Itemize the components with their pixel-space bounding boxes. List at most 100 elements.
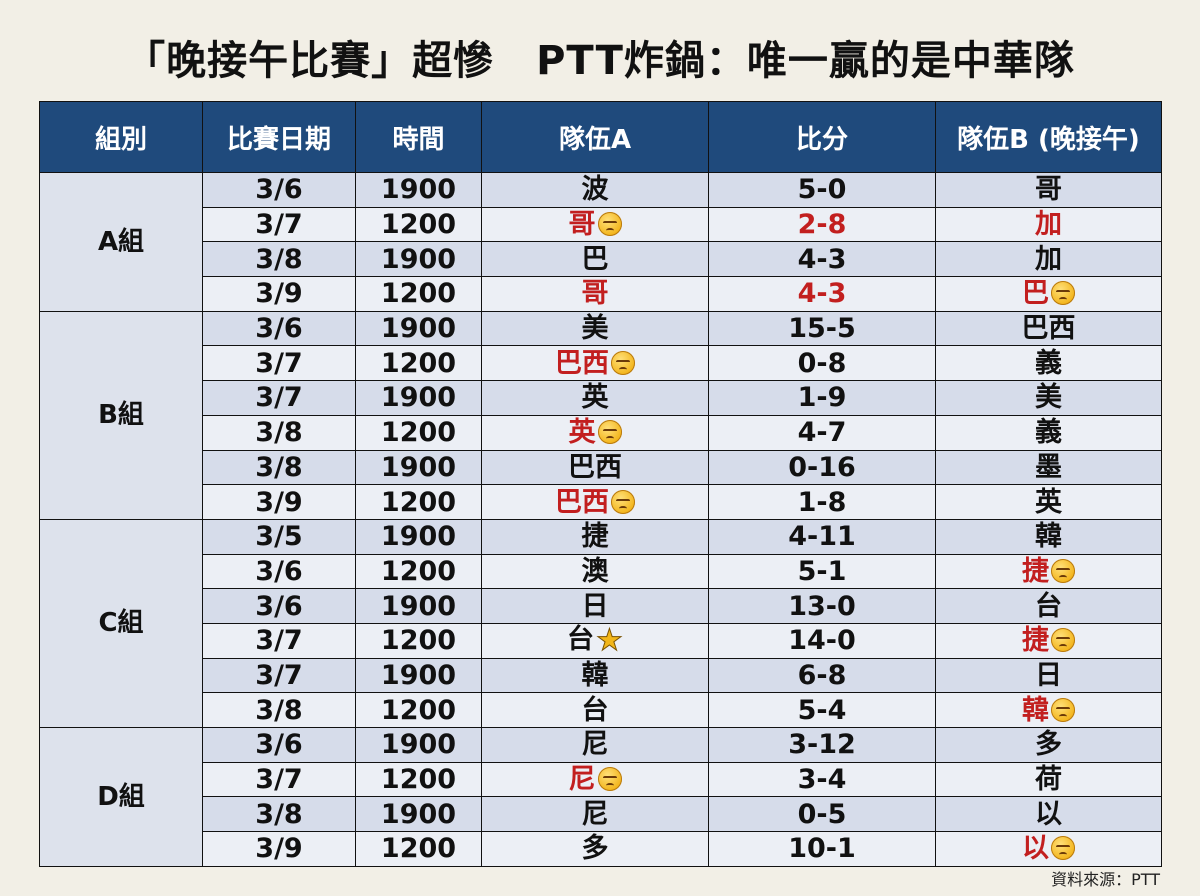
time-cell: 1200: [355, 622, 482, 659]
team-a-name: 台: [567, 623, 595, 655]
team-b-cell: 巴: [935, 276, 1162, 312]
title-left: 「晚接午比賽」超慘: [125, 38, 495, 84]
team-a-cell: 澳: [481, 553, 709, 590]
team-a-name: 英: [581, 382, 609, 414]
title-right: PTT炸鍋：唯一贏的是中華隊: [536, 38, 1075, 84]
sad-face-icon: [1051, 697, 1075, 722]
team-a-cell: 尼: [481, 727, 709, 763]
time-cell: 1200: [355, 206, 482, 243]
team-b-cell: 以: [935, 796, 1162, 833]
team-b-name: 美: [1035, 382, 1062, 414]
score-cell: 0-16: [708, 449, 936, 486]
table-row: 3/7 1200 巴西 0-8 義: [40, 345, 1162, 382]
sad-face-icon: [1051, 281, 1075, 306]
team-a-name: 美: [581, 313, 609, 345]
team-b-name: 巴: [1022, 278, 1049, 310]
time-cell: 1900: [355, 727, 482, 763]
score-cell: 10-1: [708, 831, 936, 867]
team-b-name: 捷: [1022, 625, 1049, 657]
header-team-a: 隊伍A: [481, 101, 709, 173]
team-b-name: 捷: [1022, 555, 1049, 587]
star-icon: ★: [596, 622, 624, 658]
team-b-name: 義: [1035, 347, 1062, 379]
team-a-cell: 巴西: [481, 484, 709, 520]
team-b-cell: 韓: [935, 518, 1162, 555]
time-cell: 1900: [355, 588, 482, 624]
team-a-cell: 巴: [481, 241, 709, 278]
team-a-cell: 巴西: [481, 449, 709, 486]
date-cell: 3/9: [202, 831, 356, 867]
group-label-a: A組: [39, 172, 203, 312]
score-cell: 13-0: [708, 588, 936, 624]
date-cell: 3/8: [202, 692, 356, 728]
team-b-cell: 以: [935, 831, 1162, 867]
team-a-name: 多: [581, 833, 609, 865]
team-a-name: 巴: [581, 243, 609, 275]
team-a-cell: 哥: [481, 206, 709, 243]
team-a-name: 台: [581, 694, 609, 726]
score-cell: 4-3: [708, 276, 936, 312]
sad-face-icon: [1051, 836, 1075, 861]
time-cell: 1200: [355, 831, 482, 867]
time-cell: 1200: [355, 345, 482, 382]
date-cell: 3/6: [202, 553, 356, 590]
date-cell: 3/6: [202, 172, 356, 208]
team-a-cell: 多: [481, 831, 709, 867]
team-b-cell: 捷: [935, 622, 1162, 659]
score-cell: 4-11: [708, 518, 936, 555]
table-row: 3/8 1900 巴 4-3 加: [40, 241, 1162, 278]
sad-face-icon: [611, 350, 635, 375]
date-cell: 3/7: [202, 345, 356, 382]
team-a-name: 巴西: [555, 347, 609, 379]
time-cell: 1200: [355, 692, 482, 728]
team-a-name: 澳: [581, 555, 609, 587]
time-cell: 1200: [355, 484, 482, 520]
table-row: 3/8 1900 尼 0-5 以: [40, 796, 1162, 833]
team-a-name: 哥: [581, 278, 609, 310]
team-b-cell: 義: [935, 414, 1162, 451]
date-cell: 3/7: [202, 380, 356, 416]
sad-face-icon: [597, 420, 622, 445]
table-row: 3/8 1900 巴西 0-16 墨: [40, 449, 1162, 486]
date-cell: 3/6: [202, 588, 356, 624]
header-date: 比賽日期: [202, 101, 356, 173]
team-a-cell: 尼: [481, 761, 709, 798]
date-cell: 3/8: [202, 449, 356, 486]
team-a-cell: 日: [481, 588, 709, 624]
team-a-cell: 哥: [481, 276, 709, 312]
date-cell: 3/9: [202, 484, 356, 520]
score-cell: 4-7: [708, 414, 936, 451]
team-b-name: 義: [1035, 417, 1062, 449]
team-b-cell: 韓: [935, 692, 1162, 728]
team-b-cell: 加: [935, 206, 1162, 243]
team-b-name: 台: [1035, 590, 1062, 622]
table-row: 3/7 1900 英 1-9 美: [40, 380, 1162, 416]
team-a-name: 巴西: [555, 486, 609, 518]
team-b-name: 哥: [1035, 174, 1062, 206]
time-cell: 1900: [355, 796, 482, 833]
team-b-cell: 美: [935, 380, 1162, 416]
score-cell: 1-9: [708, 380, 936, 416]
team-b-name: 巴西: [1021, 313, 1076, 345]
date-cell: 3/7: [202, 657, 356, 694]
team-b-name: 墨: [1035, 451, 1062, 483]
team-a-name: 英: [568, 417, 596, 449]
score-cell: 0-8: [708, 345, 936, 382]
team-b-name: 荷: [1035, 764, 1062, 796]
team-a-cell: 尼: [481, 796, 709, 833]
table-row: C組 3/5 1900 捷 4-11 韓: [39, 518, 1162, 729]
score-cell: 3-4: [708, 761, 936, 798]
team-a-cell: 台★: [481, 622, 709, 659]
group-label-d: D組: [39, 727, 203, 867]
table-row: B組 3/6 1900 美 15-5 巴西: [39, 310, 1162, 520]
team-b-cell: 義: [935, 345, 1162, 382]
table-row: 3/9 1200 哥 4-3 巴: [40, 276, 1162, 312]
team-a-cell: 台: [481, 692, 709, 728]
score-cell: 5-4: [708, 692, 936, 728]
table-row: D組 3/6 1900 尼 3-12 多: [39, 727, 1162, 867]
table-row: 3/6 1200 澳 5-1 捷: [40, 553, 1162, 590]
time-cell: 1200: [355, 553, 482, 590]
time-cell: 1200: [355, 414, 482, 451]
time-cell: 1900: [355, 380, 482, 416]
time-cell: 1900: [355, 657, 482, 694]
